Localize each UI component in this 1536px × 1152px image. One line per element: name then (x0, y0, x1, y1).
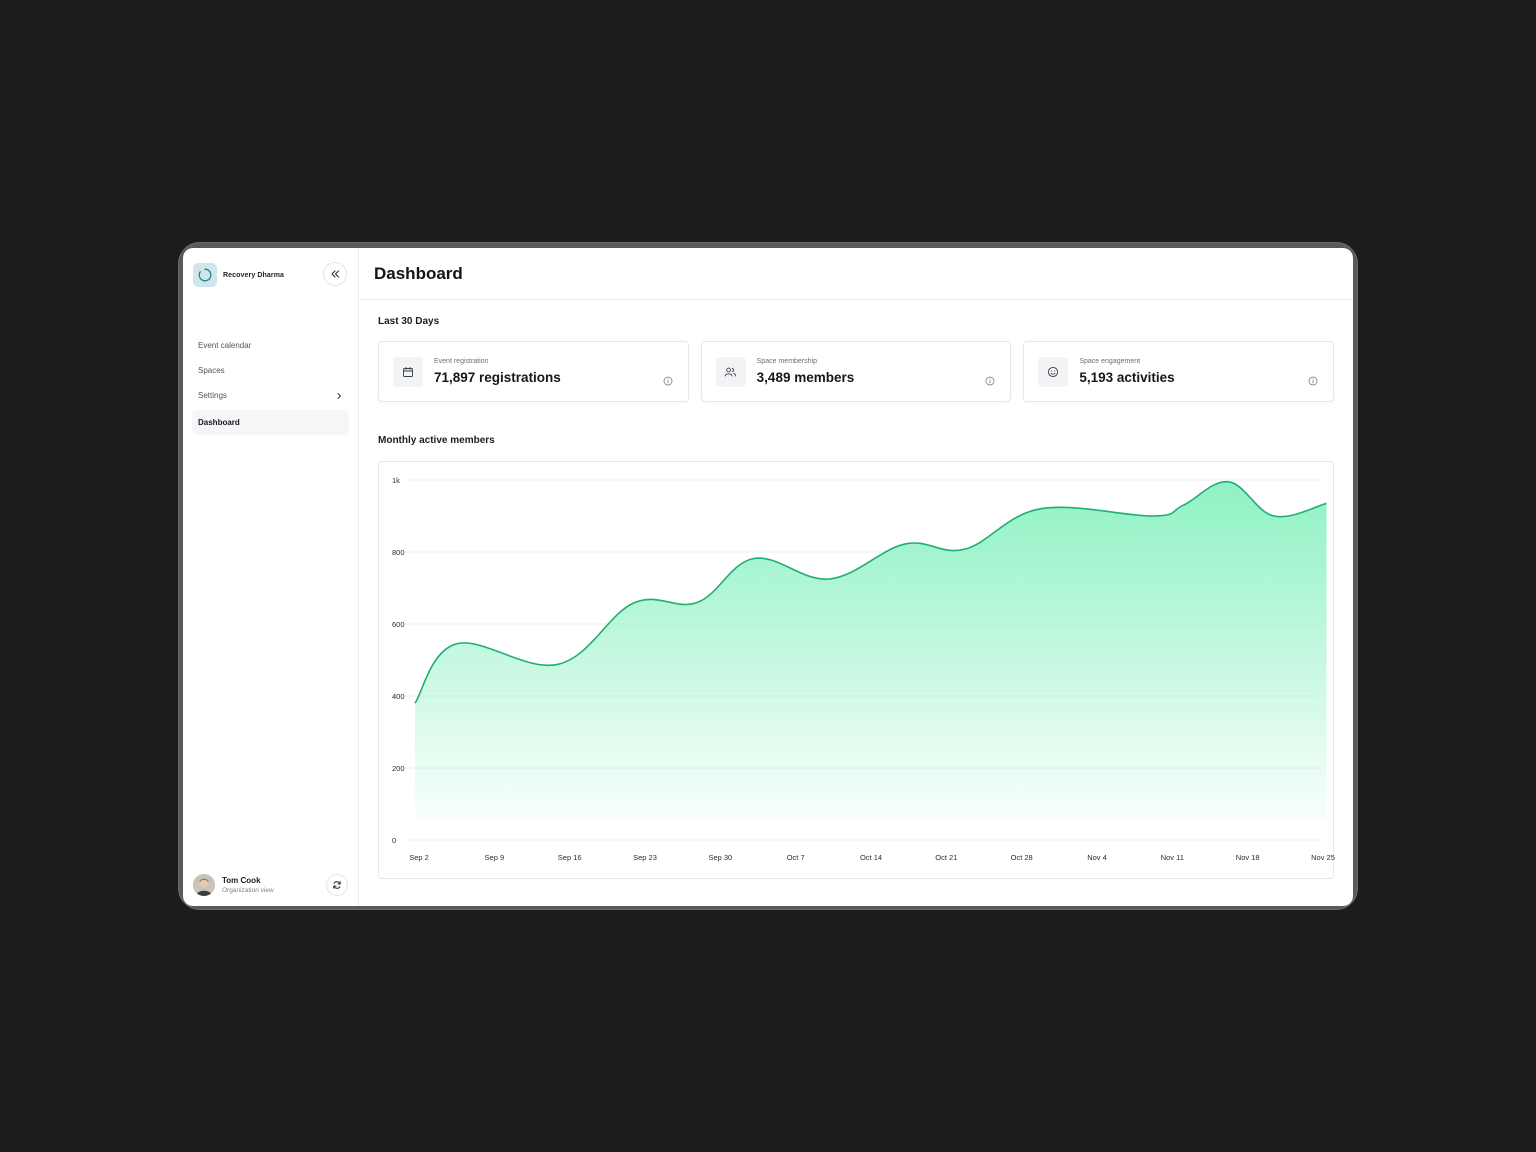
sidebar-item-label: Dashboard (198, 418, 240, 427)
x-tick-label: Oct 21 (935, 853, 957, 862)
y-tick-label: 800 (392, 548, 405, 557)
user-profile[interactable]: Tom Cook Organization view (193, 874, 274, 896)
chart-title: Monthly active members (378, 435, 495, 446)
y-tick-label: 1k (392, 476, 400, 485)
switch-view-button[interactable] (326, 874, 348, 896)
main-content: Dashboard Last 30 Days Event registratio… (359, 248, 1353, 906)
user-photo-icon (193, 874, 215, 896)
x-tick-label: Oct 28 (1011, 853, 1033, 862)
sidebar-item-label: Settings (198, 391, 227, 400)
brand[interactable]: Recovery Dharma (193, 263, 284, 287)
y-tick-label: 0 (392, 836, 396, 845)
stat-cards: Event registration 71,897 registrations (378, 341, 1335, 402)
stat-label: Event registration (434, 358, 489, 365)
stat-value: 71,897 registrations (434, 370, 561, 385)
users-icon (715, 357, 746, 387)
stat-label: Space membership (756, 358, 817, 365)
sidebar: Recovery Dharma Event calendar Spaces Se… (183, 248, 359, 906)
x-tick-label: Sep 2 (409, 853, 429, 862)
avatar (193, 874, 215, 896)
stat-card-space-engagement[interactable]: Space engagement 5,193 activities (1023, 341, 1335, 402)
sidebar-nav: Event calendar Spaces Settings Dashboard (192, 333, 349, 435)
info-icon[interactable] (1308, 376, 1318, 386)
y-tick-label: 400 (392, 692, 405, 701)
smile-icon (1038, 357, 1069, 387)
area-fill (415, 481, 1327, 820)
sidebar-item-dashboard[interactable]: Dashboard (192, 410, 349, 435)
x-tick-label: Nov 25 (1311, 853, 1335, 862)
x-tick-label: Sep 30 (708, 853, 732, 862)
sidebar-item-settings[interactable]: Settings (192, 383, 349, 408)
calendar-icon (393, 357, 423, 387)
y-tick-label: 200 (392, 764, 405, 773)
stat-label: Space engagement (1079, 358, 1141, 365)
circle-logo-icon (198, 268, 212, 282)
info-icon[interactable] (985, 376, 995, 386)
chart-container: 0 200 400 600 800 1k Sep 2 Sep 9 Sep 16 Sep 23 Se… (378, 461, 1335, 879)
app-window: Recovery Dharma Event calendar Spaces Se… (183, 248, 1353, 906)
stat-value: 3,489 members (756, 370, 855, 385)
y-tick-label: 600 (392, 620, 405, 629)
brand-logo (193, 263, 217, 287)
header: Dashboard (359, 248, 1353, 300)
x-tick-label: Sep 23 (633, 853, 657, 862)
x-tick-label: Sep 9 (485, 853, 505, 862)
stat-card-space-membership[interactable]: Space membership 3,489 members (700, 341, 1012, 402)
sidebar-item-label: Spaces (198, 366, 225, 375)
x-tick-label: Oct 7 (787, 853, 805, 862)
x-tick-label: Sep 16 (558, 853, 582, 862)
refresh-icon (333, 881, 341, 889)
x-tick-label: Nov 4 (1087, 853, 1107, 862)
info-icon[interactable] (663, 376, 673, 386)
series-line (414, 480, 1327, 704)
user-role: Organization view (222, 886, 274, 894)
collapse-sidebar-button[interactable] (323, 262, 347, 286)
sidebar-item-label: Event calendar (198, 341, 252, 350)
period-label: Last 30 Days (378, 316, 440, 327)
user-name: Tom Cook (222, 875, 261, 885)
x-tick-label: Nov 18 (1236, 853, 1260, 862)
chevron-right-icon (337, 392, 341, 399)
sidebar-item-event-calendar[interactable]: Event calendar (192, 333, 349, 358)
area-chart: 0 200 400 600 800 1k Sep 2 Sep 9 Sep 16 Sep 23 Se… (392, 476, 1335, 862)
x-tick-label: Oct 14 (860, 853, 882, 862)
page-title: Dashboard (374, 263, 463, 283)
x-tick-label: Nov 11 (1161, 853, 1184, 862)
stat-value: 5,193 activities (1079, 370, 1175, 385)
chevrons-left-icon (331, 270, 340, 278)
brand-name: Recovery Dharma (223, 271, 285, 279)
stat-card-event-registration[interactable]: Event registration 71,897 registrations (378, 341, 689, 402)
sidebar-item-spaces[interactable]: Spaces (192, 358, 349, 383)
